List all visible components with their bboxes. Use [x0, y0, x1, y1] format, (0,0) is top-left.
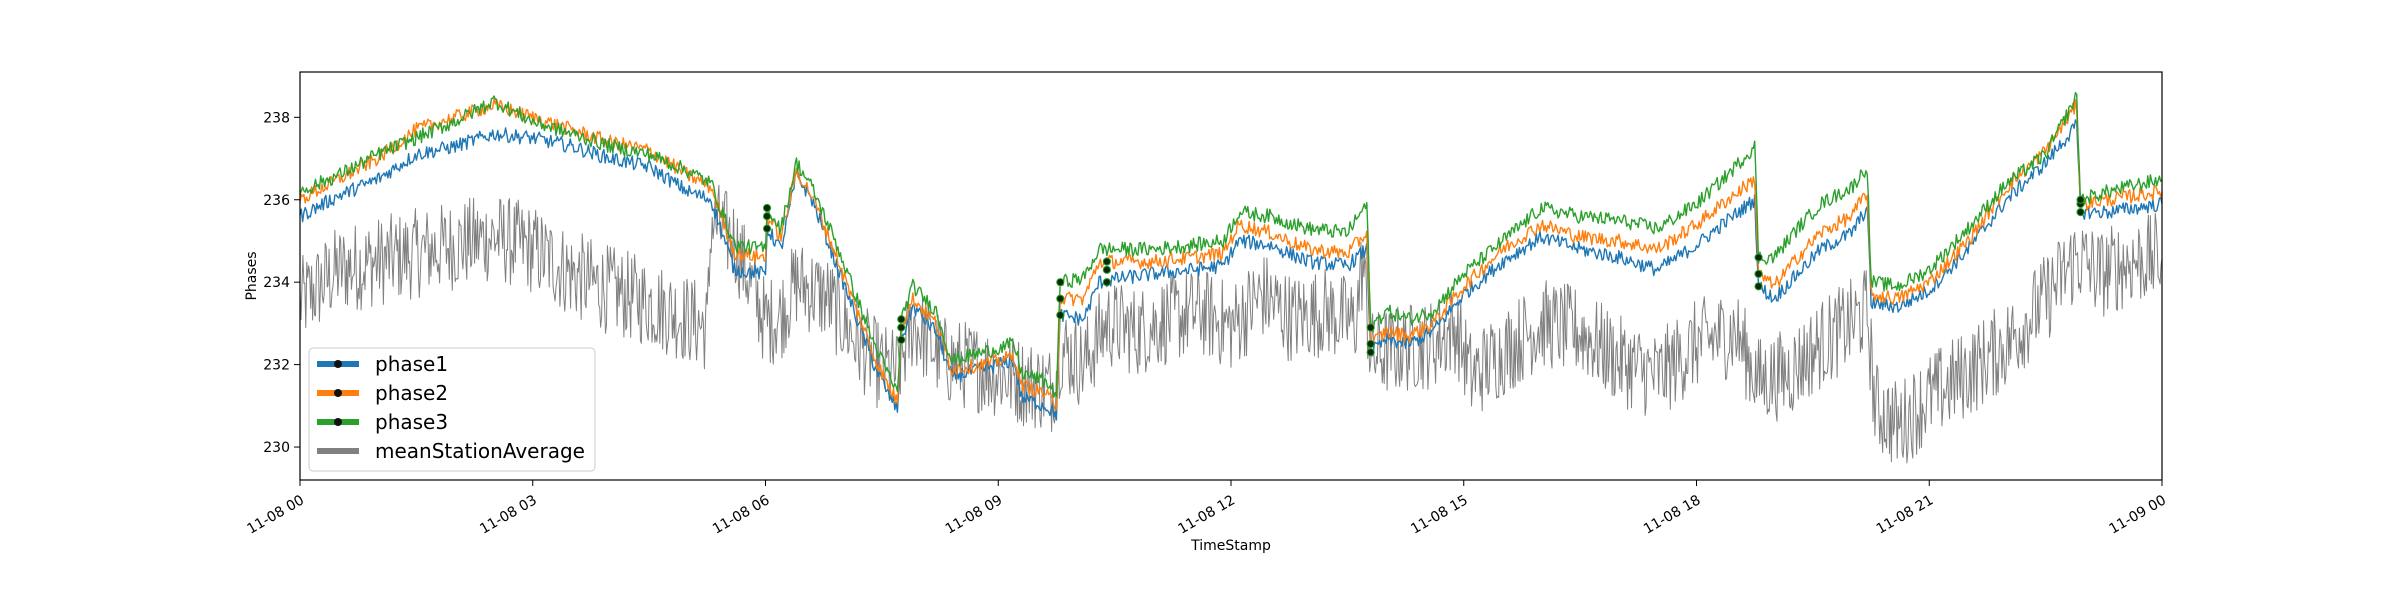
- x-tick-label: 11-08 09: [943, 492, 1006, 537]
- series-line-phase2: [299, 98, 2163, 411]
- event-marker: [1102, 265, 1111, 274]
- x-tick-label: 11-08 03: [477, 492, 540, 537]
- series-line-meanStationAverage: [299, 184, 2163, 464]
- event-marker: [762, 203, 772, 213]
- legend-marker: [334, 418, 342, 426]
- event-marker: [1102, 257, 1111, 266]
- x-tick-label: 11-09 00: [2106, 492, 2169, 537]
- marker-layer: [762, 195, 2085, 357]
- event-marker: [1366, 323, 1375, 332]
- event-marker: [1056, 278, 1065, 287]
- event-marker: [1754, 253, 1763, 262]
- x-tick-label: 11-08 00: [244, 492, 307, 537]
- legend: phase1 phase2 phase3 meanStationAverage: [308, 347, 596, 472]
- event-marker: [1366, 339, 1375, 349]
- y-axis-label: Phases: [244, 251, 260, 300]
- series-layer: [299, 92, 2163, 464]
- event-marker: [897, 315, 906, 324]
- legend-marker: [334, 360, 342, 368]
- legend-marker: [334, 389, 342, 397]
- y-tick-label: 238: [263, 110, 290, 126]
- legend-box: [308, 347, 596, 472]
- series-line-phase3: [299, 92, 2163, 398]
- legend-label-phase1: phase1: [375, 352, 448, 376]
- x-axis-label: TimeStamp: [1190, 538, 1271, 554]
- event-marker: [897, 323, 906, 332]
- legend-label-phase3: phase3: [375, 410, 448, 434]
- legend-label-meanStationAverage: meanStationAverage: [375, 439, 585, 463]
- y-tick-label: 234: [263, 275, 290, 291]
- y-tick-label: 230: [263, 440, 290, 456]
- x-tick-label: 11-08 15: [1408, 492, 1471, 537]
- x-tick-label: 11-08 12: [1175, 492, 1238, 537]
- event-marker: [1056, 311, 1065, 320]
- event-marker: [2076, 208, 2085, 217]
- event-marker: [1056, 294, 1065, 303]
- event-marker: [762, 224, 772, 233]
- event-marker: [1102, 278, 1111, 287]
- event-marker: [897, 335, 906, 344]
- event-marker: [2076, 195, 2085, 204]
- x-tick-label: 11-08 21: [1874, 492, 1937, 537]
- y-tick-label: 232: [263, 358, 290, 374]
- event-marker: [1366, 348, 1375, 357]
- event-marker: [1754, 269, 1763, 279]
- legend-label-phase2: phase2: [375, 381, 448, 405]
- x-tick-label: 11-08 18: [1641, 492, 1704, 537]
- x-axis: 11-08 00 11-08 03 11-08 06 11-08 09 11-08 12…: [244, 480, 2169, 538]
- x-tick-label: 11-08 06: [710, 492, 773, 537]
- y-axis: 230 232 234 236 238: [263, 110, 300, 456]
- series-line-phase1: [299, 119, 2163, 421]
- event-marker: [762, 212, 772, 221]
- y-tick-label: 236: [263, 193, 290, 209]
- event-marker: [1754, 282, 1763, 291]
